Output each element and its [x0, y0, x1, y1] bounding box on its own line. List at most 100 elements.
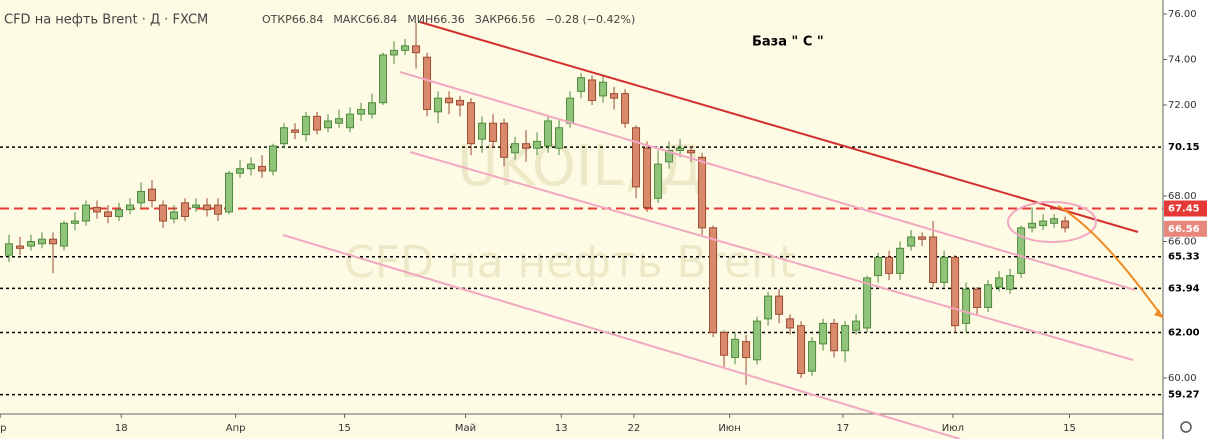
candle-body [775, 295, 784, 315]
ohlc-value: МИН66.36 [407, 13, 464, 26]
candle-body [379, 54, 388, 104]
candle-body [984, 284, 993, 308]
candle-body [412, 45, 421, 54]
candle-body [852, 320, 861, 331]
settings-icon[interactable] [1180, 421, 1192, 433]
candle-body [258, 165, 267, 172]
candle-body [830, 322, 839, 352]
candle-body [225, 172, 234, 213]
ohlc-value: −0.28 (−0.42%) [545, 13, 635, 26]
candle-body [390, 49, 399, 56]
candle-body [819, 322, 828, 345]
candle-body [940, 256, 949, 283]
candle-body [1050, 218, 1059, 224]
candle-body [346, 113, 355, 129]
candle-body [313, 115, 322, 131]
candle-body [15, 245, 24, 249]
ohlc-value: ОТКР66.84 [262, 13, 323, 26]
candle-body [423, 56, 432, 111]
candle-body [181, 202, 190, 217]
x-tick-label: 17 [837, 423, 850, 434]
candle-body [995, 277, 1004, 288]
candle-body [731, 338, 740, 359]
price-badge [1164, 200, 1207, 217]
y-tick-label: 74.00 [1168, 55, 1197, 66]
x-tick-label: Июл [942, 423, 964, 434]
candle-body [1006, 275, 1015, 290]
highlight-ellipse [1007, 201, 1097, 243]
candle-body [885, 256, 894, 274]
x-tick-label: Май [455, 423, 476, 434]
candle-body [291, 129, 300, 133]
price-badge [1164, 248, 1207, 265]
candle-body [951, 256, 960, 327]
candle-body [1017, 227, 1026, 274]
candle-body [49, 238, 58, 245]
candle-body [434, 97, 443, 113]
candle-body [1028, 222, 1037, 229]
price-badge-label: 59.27 [1168, 390, 1200, 401]
x-tick-label: 15 [338, 423, 351, 434]
x-tick-label: 22 [627, 423, 640, 434]
candle-body [126, 204, 135, 211]
candle-body [533, 140, 542, 149]
candle-body [511, 143, 520, 154]
y-tick-label: 66.00 [1168, 237, 1197, 248]
ohlc-value: ЗАКР66.56 [475, 13, 536, 26]
candle-body [786, 318, 795, 329]
candle-body [687, 150, 696, 154]
candle-body [742, 341, 751, 359]
candle-body [654, 163, 663, 199]
candle-body [588, 79, 597, 101]
x-tick-label: Апр [226, 423, 246, 434]
x-tick-label: Июн [718, 423, 740, 434]
y-tick-label: 72.00 [1168, 100, 1197, 111]
candle-body [676, 147, 685, 152]
candle-body [962, 288, 971, 324]
arrow-head [1154, 309, 1163, 318]
candle-body [104, 211, 113, 217]
candle-body [456, 99, 465, 106]
y-tick-label: 76.00 [1168, 9, 1197, 20]
candle-body [577, 77, 586, 92]
channel-line [399, 71, 1136, 291]
candle-body [709, 227, 718, 334]
candle-body [38, 238, 47, 245]
watermark: CFD на нефть Brent [344, 237, 796, 288]
trend-line [419, 21, 1139, 233]
candle-body [500, 122, 509, 158]
candle-body [280, 127, 289, 145]
candle-body [137, 190, 146, 204]
y-tick-label: 60.00 [1168, 373, 1197, 384]
candle-body [269, 145, 278, 172]
candle-body [665, 150, 674, 163]
candle-body [335, 118, 344, 124]
annotation: База " С " [752, 35, 824, 50]
candle-body [544, 120, 553, 147]
candle-body [4, 243, 13, 256]
price-badge [1164, 220, 1207, 237]
candle-body [720, 332, 729, 356]
candle-body [599, 81, 608, 97]
x-tick-label: 15 [1063, 423, 1076, 434]
price-badge [1164, 139, 1207, 156]
x-tick-label: 18 [115, 423, 128, 434]
candle-body [1061, 220, 1070, 229]
forecast-arrow [1057, 205, 1164, 319]
candle-body [621, 93, 630, 124]
price-badge-label: 65.33 [1168, 252, 1200, 263]
price-badge [1164, 280, 1207, 297]
y-tick-label: 68.00 [1168, 191, 1197, 202]
price-badge [1164, 386, 1207, 403]
candle-body [698, 156, 707, 229]
candle-body [203, 204, 212, 211]
candle-body [863, 277, 872, 329]
candle-body [159, 204, 168, 222]
x-tick-label: 13 [555, 423, 568, 434]
candle-body [808, 341, 817, 372]
chart-title: CFD на нефть Brent · Д · FXCM [4, 13, 208, 28]
candle-body [610, 93, 619, 99]
channel-line [409, 151, 1134, 361]
candle-body [797, 325, 806, 374]
candle-body [170, 211, 179, 220]
